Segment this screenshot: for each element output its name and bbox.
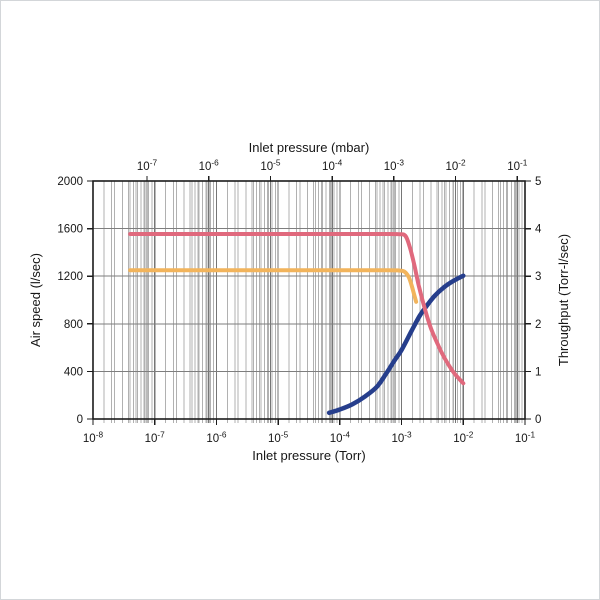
right-axis-title: Throughput (Torr-l/sec) [556, 234, 571, 366]
right-tick-label: 0 [535, 414, 541, 426]
log-tick-label: 10-1 [507, 158, 528, 174]
right-tick-label: 2 [535, 319, 541, 331]
log-tick-label: 10-4 [322, 158, 343, 174]
gridlines [93, 181, 525, 423]
log-tick-label: 10-7 [145, 430, 166, 446]
tick-marks [87, 176, 531, 425]
log-tick-label: 10-3 [384, 158, 405, 174]
left-tick-label: 2000 [57, 176, 83, 188]
right-tick-label: 4 [535, 224, 542, 236]
left-tick-label: 0 [77, 414, 83, 426]
air-speed-upper-curve [128, 231, 466, 386]
log-tick-label: 10-3 [391, 430, 412, 446]
air-speed-lower-curve [128, 268, 419, 304]
log-tick-label: 10-6 [199, 158, 220, 174]
left-tick-label: 400 [64, 366, 83, 378]
top-axis-title: Inlet pressure (mbar) [249, 140, 370, 155]
series-curves [128, 231, 466, 416]
left-tick-label: 800 [64, 319, 83, 331]
log-tick-label: 10-6 [206, 430, 227, 446]
bottom-axis-title: Inlet pressure (Torr) [252, 448, 365, 463]
plot-frame [92, 180, 526, 420]
right-tick-label: 1 [535, 366, 541, 378]
left-axis-title: Air speed (l/sec) [28, 253, 43, 347]
log-tick-label: 10-7 [137, 158, 158, 174]
right-tick-label: 3 [535, 271, 541, 283]
log-tick-label: 10-2 [453, 430, 474, 446]
log-tick-label: 10-2 [445, 158, 466, 174]
log-tick-label: 10-5 [260, 158, 281, 174]
left-tick-label: 1600 [57, 224, 83, 236]
log-tick-label: 10-1 [515, 430, 536, 446]
tick-labels: 10-8 10-7 10-6 10-5 10-4 10-3 10-2 10-1 10-7 10-6… [57, 158, 542, 446]
throughput-curve [326, 273, 466, 416]
log-tick-label: 10-4 [330, 430, 351, 446]
left-tick-label: 1200 [57, 271, 83, 283]
log-tick-label: 10-8 [83, 430, 104, 446]
log-tick-label: 10-5 [268, 430, 289, 446]
right-tick-label: 5 [535, 176, 541, 188]
chart-generated-content: 10-8 10-7 10-6 10-5 10-4 10-3 10-2 10-1 10-7 10-6… [57, 158, 542, 446]
